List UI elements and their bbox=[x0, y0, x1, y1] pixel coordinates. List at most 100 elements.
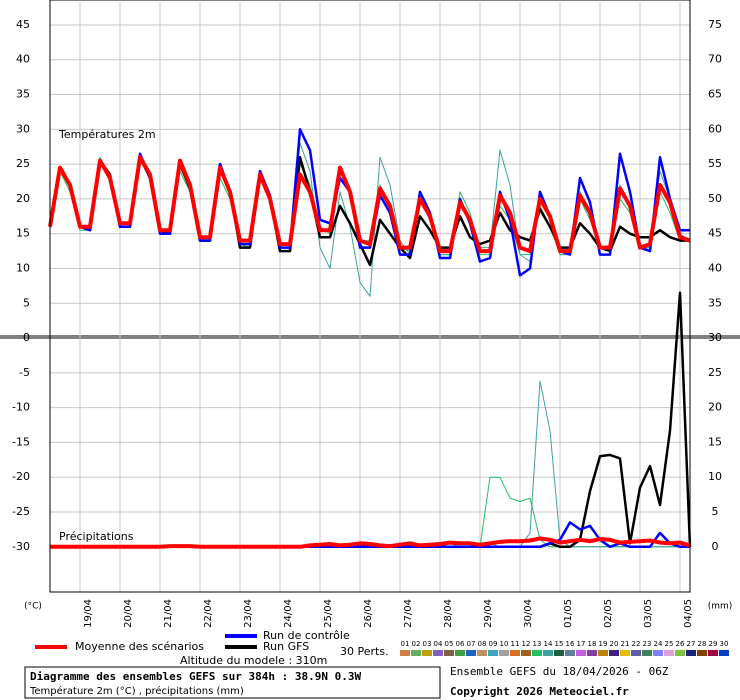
pert-swatch bbox=[400, 650, 410, 656]
legend-label: Run GFS bbox=[263, 640, 309, 653]
x-tick-label: 22/04 bbox=[203, 599, 214, 628]
y2-tick-label: 65 bbox=[708, 88, 722, 101]
pert-swatch bbox=[642, 650, 652, 656]
pert-swatch bbox=[499, 650, 509, 656]
pert-swatch bbox=[433, 650, 443, 656]
x-tick-label: 25/04 bbox=[323, 599, 334, 628]
pert-number: 24 bbox=[654, 640, 663, 648]
y-tick-label: 35 bbox=[16, 88, 30, 101]
pert-number: 03 bbox=[423, 640, 432, 648]
pert-number: 25 bbox=[665, 640, 674, 648]
temperature-label: Températures 2m bbox=[58, 128, 156, 141]
pert-number: 14 bbox=[544, 640, 553, 648]
y-tick-label: 20 bbox=[16, 192, 30, 205]
x-tick-label: 23/04 bbox=[243, 599, 254, 628]
pert-number: 09 bbox=[489, 640, 498, 648]
pert-swatch bbox=[686, 650, 696, 656]
x-tick-label: 03/05 bbox=[643, 599, 654, 628]
x-tick-label: 26/04 bbox=[363, 599, 374, 628]
y2-tick-label: 20 bbox=[708, 401, 722, 414]
plot-frame bbox=[49, 0, 691, 593]
pert-swatch bbox=[664, 650, 674, 656]
pert-swatch bbox=[477, 650, 487, 656]
pert-number: 07 bbox=[467, 640, 476, 648]
pert-swatch bbox=[565, 650, 575, 656]
x-tick-label: 19/04 bbox=[83, 599, 94, 628]
pert-number: 13 bbox=[533, 640, 542, 648]
y2-tick-label: 60 bbox=[708, 122, 722, 135]
run-info: Ensemble GEFS du 18/04/2026 - 06Z bbox=[450, 665, 669, 678]
y2-tick-label: 10 bbox=[708, 470, 722, 483]
x-tick-label: 20/04 bbox=[123, 599, 134, 628]
pert-swatch bbox=[543, 650, 553, 656]
pert-swatch bbox=[609, 650, 619, 656]
x-tick-label: 29/04 bbox=[483, 599, 494, 628]
y2-tick-label: 55 bbox=[708, 157, 722, 170]
precipitation-label: Précipitations bbox=[59, 530, 134, 543]
pert-number: 01 bbox=[401, 640, 410, 648]
pert-swatch bbox=[488, 650, 498, 656]
y-tick-label: 30 bbox=[16, 122, 30, 135]
y2-tick-label: 35 bbox=[708, 296, 722, 309]
x-tick-label: 27/04 bbox=[403, 599, 414, 628]
x-tick-label: 21/04 bbox=[163, 599, 174, 628]
pert-swatch bbox=[532, 650, 542, 656]
chart-subtitle: Température 2m (°C) , précipitations (mm… bbox=[29, 685, 244, 697]
x-tick-label: 01/05 bbox=[563, 599, 574, 628]
pert-swatch bbox=[598, 650, 608, 656]
pert-number: 22 bbox=[632, 640, 641, 648]
x-tick-label: 30/04 bbox=[523, 599, 534, 628]
x-tick-label: 28/04 bbox=[443, 599, 454, 628]
chart-title: Diagramme des ensembles GEFS sur 384h : … bbox=[30, 670, 362, 683]
y-tick-label: 5 bbox=[23, 296, 30, 309]
y2-tick-label: 40 bbox=[708, 261, 722, 274]
pert-swatch bbox=[455, 650, 465, 656]
pert-number: 27 bbox=[687, 640, 696, 648]
y2-tick-label: 75 bbox=[708, 18, 722, 31]
pert-number: 29 bbox=[709, 640, 718, 648]
y-unit: (°C) bbox=[24, 602, 42, 612]
pert-swatch bbox=[620, 650, 630, 656]
pert-swatch bbox=[719, 650, 729, 656]
series-line bbox=[50, 380, 690, 548]
y2-tick-label: 70 bbox=[708, 53, 722, 66]
y-tick-label: 0 bbox=[23, 331, 30, 344]
pert-swatch bbox=[521, 650, 531, 656]
y-tick-label: -15 bbox=[12, 435, 30, 448]
pert-swatch bbox=[466, 650, 476, 656]
pert-number: 08 bbox=[478, 640, 487, 648]
pert-swatch bbox=[675, 650, 685, 656]
x-tick-label: 02/05 bbox=[603, 599, 614, 628]
legend-label: Moyenne des scénarios bbox=[75, 640, 204, 653]
altitude: Altitude du modele : 310m bbox=[180, 654, 327, 667]
pert-swatch bbox=[411, 650, 421, 656]
pert-swatch bbox=[631, 650, 641, 656]
pert-number: 16 bbox=[566, 640, 575, 648]
pert-number: 10 bbox=[500, 640, 509, 648]
pert-number: 28 bbox=[698, 640, 707, 648]
series-line bbox=[48, 128, 690, 277]
perts-label: 30 Perts. bbox=[340, 645, 389, 658]
pert-number: 30 bbox=[720, 640, 729, 648]
y2-tick-label: 25 bbox=[708, 366, 722, 379]
pert-swatch bbox=[444, 650, 454, 656]
series-line bbox=[50, 536, 691, 549]
y-tick-label: 10 bbox=[16, 261, 30, 274]
pert-swatch bbox=[576, 650, 586, 656]
y-tick-label: -5 bbox=[19, 366, 30, 379]
y2-tick-label: 0 bbox=[712, 540, 719, 553]
pert-number: 18 bbox=[588, 640, 597, 648]
x-tick-label: 04/05 bbox=[683, 599, 694, 628]
pert-swatch bbox=[587, 650, 597, 656]
y2-tick-label: 30 bbox=[708, 331, 722, 344]
y2-tick-label: 45 bbox=[708, 227, 722, 240]
y-tick-label: 25 bbox=[16, 157, 30, 170]
pert-number: 20 bbox=[610, 640, 619, 648]
y2-unit: (mm) bbox=[708, 602, 733, 612]
pert-swatch bbox=[653, 650, 663, 656]
y-tick-label: 45 bbox=[16, 18, 30, 31]
pert-swatch bbox=[708, 650, 718, 656]
pert-number: 06 bbox=[456, 640, 465, 648]
legend-label: Run de contrôle bbox=[263, 629, 350, 642]
